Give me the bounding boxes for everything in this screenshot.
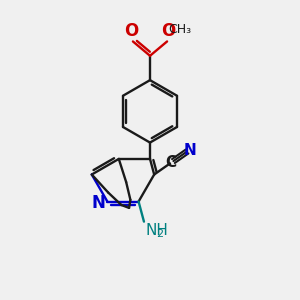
Text: NH: NH [146, 223, 168, 238]
Text: CH₃: CH₃ [168, 23, 191, 36]
Text: O: O [161, 22, 176, 40]
Text: C: C [165, 155, 176, 170]
Text: 2: 2 [156, 229, 164, 239]
Text: N: N [184, 143, 196, 158]
Text: O: O [124, 22, 139, 40]
Text: N: N [91, 194, 105, 212]
